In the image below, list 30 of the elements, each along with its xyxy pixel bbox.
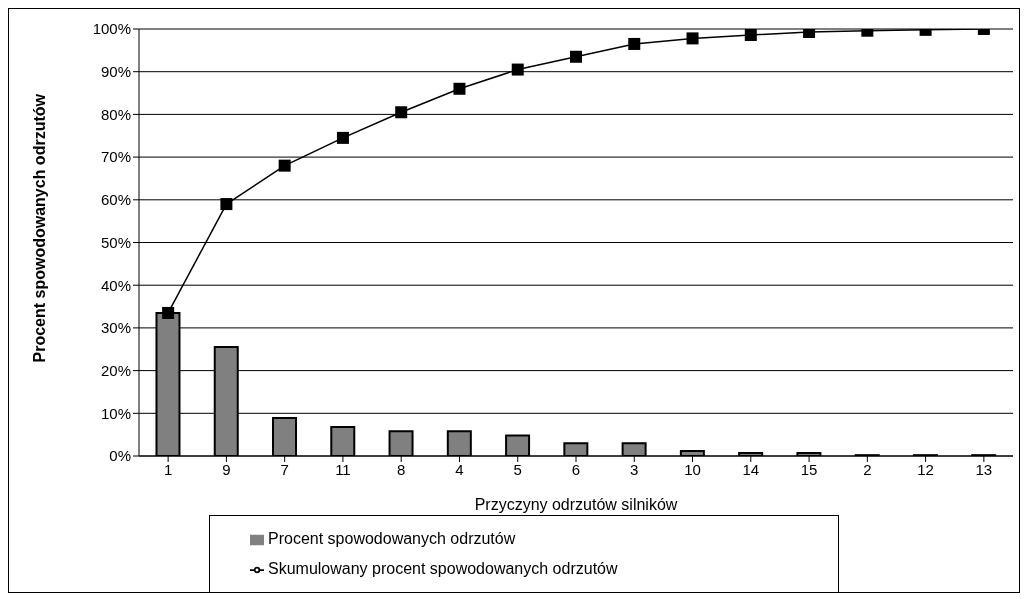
y-tick-label: 40% [100, 276, 131, 294]
legend-label: Skumulowany procent spowodowanych odrzutów [268, 560, 618, 577]
y-axis-title: Procent spowodowanych odrzutów [30, 93, 48, 363]
y-tick-label: 50% [100, 233, 131, 251]
x-tick-label: 5 [513, 460, 522, 478]
x-tick-label: 8 [397, 460, 406, 478]
x-tick-label: 15 [800, 460, 818, 478]
x-tick-label: 6 [571, 460, 581, 478]
x-tick-label: 1 [163, 460, 173, 478]
x-tick-label: 11 [335, 460, 351, 478]
y-tick-label: 30% [100, 319, 131, 337]
y-tick-label: 10% [100, 404, 131, 422]
x-tick-label: 3 [630, 460, 639, 478]
y-tick-label: 60% [100, 191, 131, 209]
legend-label: Procent spowodowanych odrzutów [268, 530, 516, 547]
y-tick-label: 70% [100, 148, 131, 166]
x-tick-label: 7 [280, 460, 289, 478]
y-tick-label: 20% [100, 361, 131, 379]
y-tick-label: 80% [100, 105, 131, 123]
x-tick-label: 4 [455, 460, 464, 478]
x-tick-label: 14 [742, 460, 760, 478]
x-tick-label: 13 [975, 460, 993, 478]
x-tick-label: 9 [222, 460, 231, 478]
x-tick-label: 10 [684, 460, 701, 478]
x-tick-label: 2 [863, 460, 872, 478]
y-tick-label: 100% [92, 20, 131, 38]
y-tick-label: 90% [100, 63, 131, 81]
y-tick-label: 0% [109, 447, 131, 465]
x-tick-label: 12 [917, 460, 934, 478]
x-axis-title: Przyczyny odrzutów silników [474, 496, 678, 513]
